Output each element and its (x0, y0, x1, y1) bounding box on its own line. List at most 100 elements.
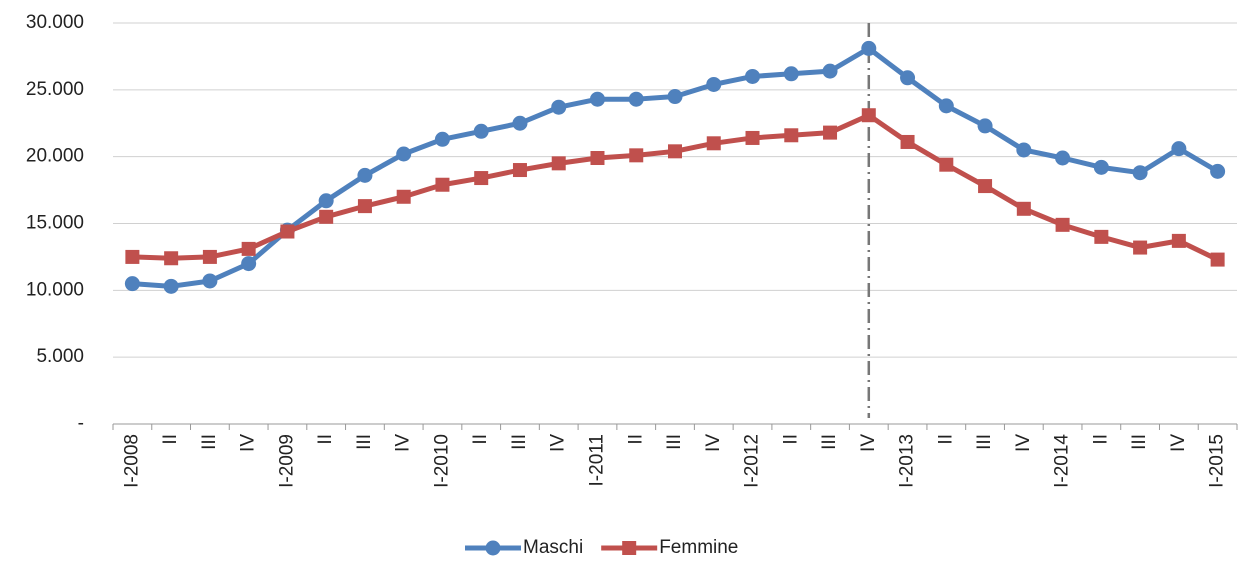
legend-marker (622, 541, 637, 555)
legend-label: Maschi (523, 537, 583, 558)
x-tick-label: IV (858, 434, 879, 452)
x-tick-label: III (354, 434, 375, 450)
marker (435, 177, 450, 192)
x-tick-label: I-2014 (1052, 434, 1073, 488)
x-tick-label: IV (238, 434, 259, 452)
marker (629, 148, 644, 163)
series-line (132, 45, 1219, 289)
series-line (132, 112, 1219, 262)
marker (1055, 217, 1070, 232)
marker (1055, 150, 1071, 166)
marker (1171, 141, 1187, 157)
marker (512, 115, 528, 131)
x-tick-label: I-2008 (121, 434, 142, 488)
legend-label: Femmine (659, 537, 738, 558)
x-tick-label: I-2011 (586, 434, 607, 486)
marker (900, 134, 915, 149)
marker (241, 241, 256, 256)
x-tick-label: IV (1013, 434, 1034, 452)
marker (977, 118, 993, 134)
marker (164, 251, 179, 266)
y-tick-label: 20.000 (26, 146, 84, 167)
marker (939, 157, 954, 172)
marker (474, 171, 489, 186)
marker (319, 209, 334, 224)
x-tick-label: III (199, 434, 220, 450)
marker (357, 199, 372, 214)
marker (357, 167, 373, 183)
marker (1210, 163, 1226, 179)
x-tick-label: I-2015 (1207, 434, 1228, 488)
marker (706, 136, 721, 151)
x-tick-label: II (935, 434, 956, 445)
marker (551, 156, 566, 171)
marker (668, 144, 682, 159)
x-tick-label: IV (548, 434, 569, 452)
x-tick-label: II (1090, 434, 1111, 445)
x-tick-label: III (1129, 434, 1150, 450)
y-tick-label: 25.000 (26, 79, 84, 100)
marker (861, 40, 877, 56)
x-tick-label: I-2010 (431, 434, 452, 488)
marker (202, 249, 217, 264)
x-tick-label: I-2012 (742, 434, 763, 488)
marker (125, 249, 140, 264)
marker (823, 125, 838, 140)
y-tick-label: 10.000 (26, 279, 84, 300)
y-tick-label: 30.000 (26, 12, 84, 33)
marker (124, 276, 140, 292)
x-tick-label: II (470, 434, 491, 445)
marker (1132, 165, 1148, 181)
marker (1210, 252, 1225, 267)
marker (667, 89, 683, 105)
x-tick-label: III (819, 434, 840, 450)
marker (783, 66, 799, 82)
marker (396, 146, 412, 162)
x-tick-label: II (315, 434, 336, 445)
marker (1016, 201, 1031, 216)
marker (318, 193, 334, 209)
x-tick-label: I-2009 (276, 434, 297, 488)
x-tick-label: IV (703, 434, 724, 452)
marker (938, 98, 954, 114)
x-tick-label: III (509, 434, 530, 450)
marker (589, 91, 605, 107)
marker (163, 278, 179, 294)
marker (280, 224, 295, 239)
x-tick-label: IV (1168, 434, 1189, 452)
marker (1171, 233, 1186, 248)
y-tick-label: - (78, 413, 84, 434)
marker (900, 70, 916, 86)
marker (590, 151, 605, 166)
marker (978, 179, 993, 194)
marker (706, 76, 722, 92)
marker (551, 99, 567, 115)
x-tick-label: II (780, 434, 801, 445)
x-tick-label: I-2013 (897, 434, 918, 488)
marker (861, 108, 876, 123)
x-tick-label: IV (393, 434, 414, 452)
marker (1133, 240, 1148, 255)
x-tick-label: II (160, 434, 181, 445)
marker (473, 123, 489, 139)
x-tick-label: II (625, 434, 646, 445)
marker (1093, 159, 1109, 175)
marker (1016, 142, 1032, 158)
marker (745, 68, 761, 84)
x-tick-label: III (664, 434, 685, 450)
marker (1094, 229, 1109, 244)
marker (784, 128, 799, 143)
marker (202, 273, 218, 289)
marker (822, 63, 838, 79)
marker (241, 256, 257, 272)
marker (628, 91, 644, 107)
y-tick-label: 15.000 (26, 213, 84, 234)
marker (434, 131, 450, 147)
legend-marker (485, 540, 501, 556)
x-tick-label: III (974, 434, 995, 450)
y-tick-label: 5.000 (36, 346, 84, 367)
marker (396, 189, 411, 204)
marker (512, 163, 527, 178)
marker (745, 130, 760, 145)
